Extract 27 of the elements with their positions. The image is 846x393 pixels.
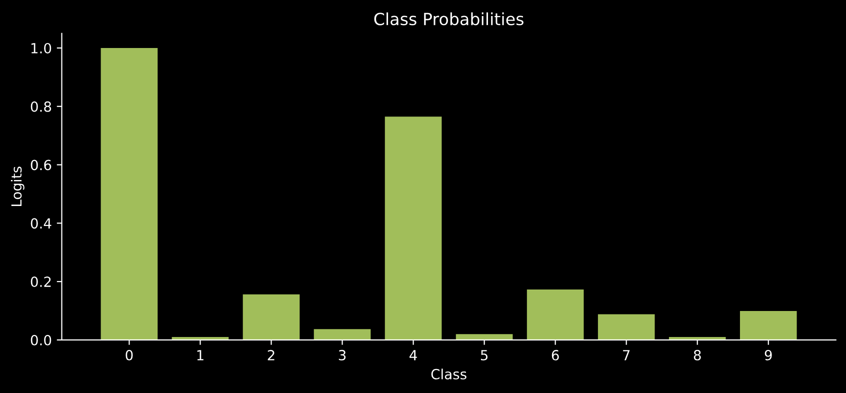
- x-axis-title: Class: [431, 368, 466, 380]
- bar: [456, 334, 513, 340]
- x-tick-label: 4: [410, 350, 417, 360]
- y-tick-label: 0.8: [30, 101, 52, 112]
- x-tick-label: 7: [623, 350, 630, 360]
- x-tick-label: 8: [694, 350, 701, 360]
- y-tick-label: 0.4: [30, 218, 52, 229]
- bar: [314, 329, 371, 340]
- bar: [598, 314, 655, 340]
- bar: [100, 48, 158, 340]
- x-tick-label: 2: [268, 350, 274, 360]
- x-tick-label: 0: [126, 350, 133, 360]
- y-tick-label: 0.2: [30, 276, 51, 288]
- y-tick-label: 1.0: [31, 42, 52, 54]
- y-tick-label: 0.6: [30, 160, 52, 170]
- bar: [242, 294, 300, 340]
- y-axis-title: Logits: [10, 166, 24, 206]
- x-tick-label: 6: [552, 350, 559, 360]
- x-tick-label: 3: [338, 350, 346, 360]
- bar: [526, 289, 584, 340]
- chart-title: Class Probabilities: [374, 12, 524, 26]
- y-tick-label: 0.0: [30, 334, 52, 346]
- bar: [740, 311, 797, 340]
- x-tick-label: 9: [764, 350, 772, 360]
- x-tick-label: 1: [197, 350, 204, 360]
- bar: [384, 116, 442, 340]
- x-tick-label: 5: [480, 350, 488, 360]
